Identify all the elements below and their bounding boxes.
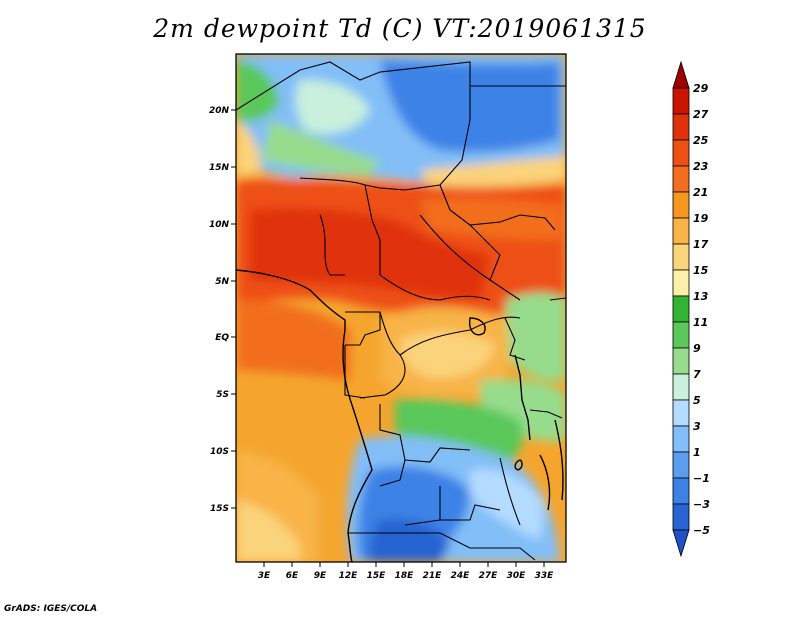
lat-label: 10S — [210, 447, 229, 457]
colorbar-segment — [672, 165, 690, 193]
lon-label: 6E — [286, 571, 299, 581]
map-title: 2m dewpoint Td (C) VT:2019061315 — [153, 14, 647, 43]
colorbar-label: 7 — [693, 368, 701, 381]
colorbar-label: −1 — [693, 472, 710, 485]
lon-label: 30E — [507, 571, 527, 581]
lon-axis — [263, 562, 545, 567]
lon-label: 12E — [339, 571, 359, 581]
colorbar-segment — [672, 503, 690, 531]
colorbar-segment — [672, 373, 690, 401]
colorbar-segment — [672, 139, 690, 167]
colorbar-segment — [672, 425, 690, 453]
colorbar-segment — [672, 295, 690, 323]
colorbar-labels: 29 27 25 23 21 19 17 15 13 11 9 7 5 3 1 … — [693, 82, 710, 537]
colorbar-label: 13 — [693, 290, 709, 303]
lon-label: 9E — [314, 571, 327, 581]
lat-axis — [231, 109, 236, 509]
lon-label: 21E — [423, 571, 443, 581]
colorbar-segment — [672, 217, 690, 245]
lon-label: 18E — [395, 571, 415, 581]
colorbar-label: 23 — [693, 160, 709, 173]
colorbar-label: −5 — [693, 524, 710, 537]
dewpoint-field — [236, 54, 566, 562]
colorbar-segment — [672, 243, 690, 271]
lon-label: 33E — [535, 571, 555, 581]
colorbar-segment — [672, 269, 690, 297]
lon-labels: 3E 6E 9E 12E 15E 18E 21E 24E 27E 30E 33E — [258, 571, 554, 581]
lat-label: 10N — [209, 220, 230, 230]
lat-label: 20N — [209, 106, 230, 116]
lon-label: 27E — [479, 571, 499, 581]
colorbar-label: 11 — [693, 316, 708, 329]
lon-label: 3E — [258, 571, 271, 581]
colorbar-label: −3 — [693, 498, 710, 511]
colorbar-label: 17 — [693, 238, 709, 251]
colorbar-segment — [672, 529, 690, 558]
colorbar-label: 29 — [693, 82, 709, 95]
lon-label: 15E — [367, 571, 387, 581]
lat-label: 15S — [210, 504, 229, 514]
country-borders — [236, 61, 566, 561]
colorbar-segment — [672, 321, 690, 349]
colorbar-label: 19 — [693, 212, 709, 225]
colorbar-label: 25 — [693, 134, 709, 147]
lat-label: 15N — [209, 163, 230, 173]
colorbar-label: 1 — [693, 446, 701, 459]
colorbar-segment — [672, 87, 690, 115]
colorbar-segment — [672, 60, 690, 89]
grads-credit: GrADS: IGES/COLA — [4, 604, 98, 614]
colorbar-label: 9 — [693, 342, 701, 355]
map-frame — [235, 53, 567, 563]
colorbar-label: 21 — [693, 186, 708, 199]
lat-label: EQ — [215, 333, 229, 343]
colorbar-segment — [672, 347, 690, 375]
colorbar-label: 27 — [693, 108, 709, 121]
colorbar-segment — [672, 477, 690, 505]
colorbar — [672, 60, 690, 558]
coastline — [236, 269, 564, 562]
lat-label: 5S — [216, 390, 229, 400]
colorbar-segment — [672, 191, 690, 219]
colorbar-label: 5 — [693, 394, 701, 407]
lon-label: 24E — [451, 571, 471, 581]
colorbar-label: 15 — [693, 264, 709, 277]
colorbar-label: 3 — [693, 420, 701, 433]
colorbar-segment — [672, 113, 690, 141]
lat-labels: 20N 15N 10N 5N EQ 5S 10S 15S — [209, 106, 230, 514]
lat-label: 5N — [215, 277, 229, 287]
colorbar-segment — [672, 399, 690, 427]
colorbar-segment — [672, 451, 690, 479]
